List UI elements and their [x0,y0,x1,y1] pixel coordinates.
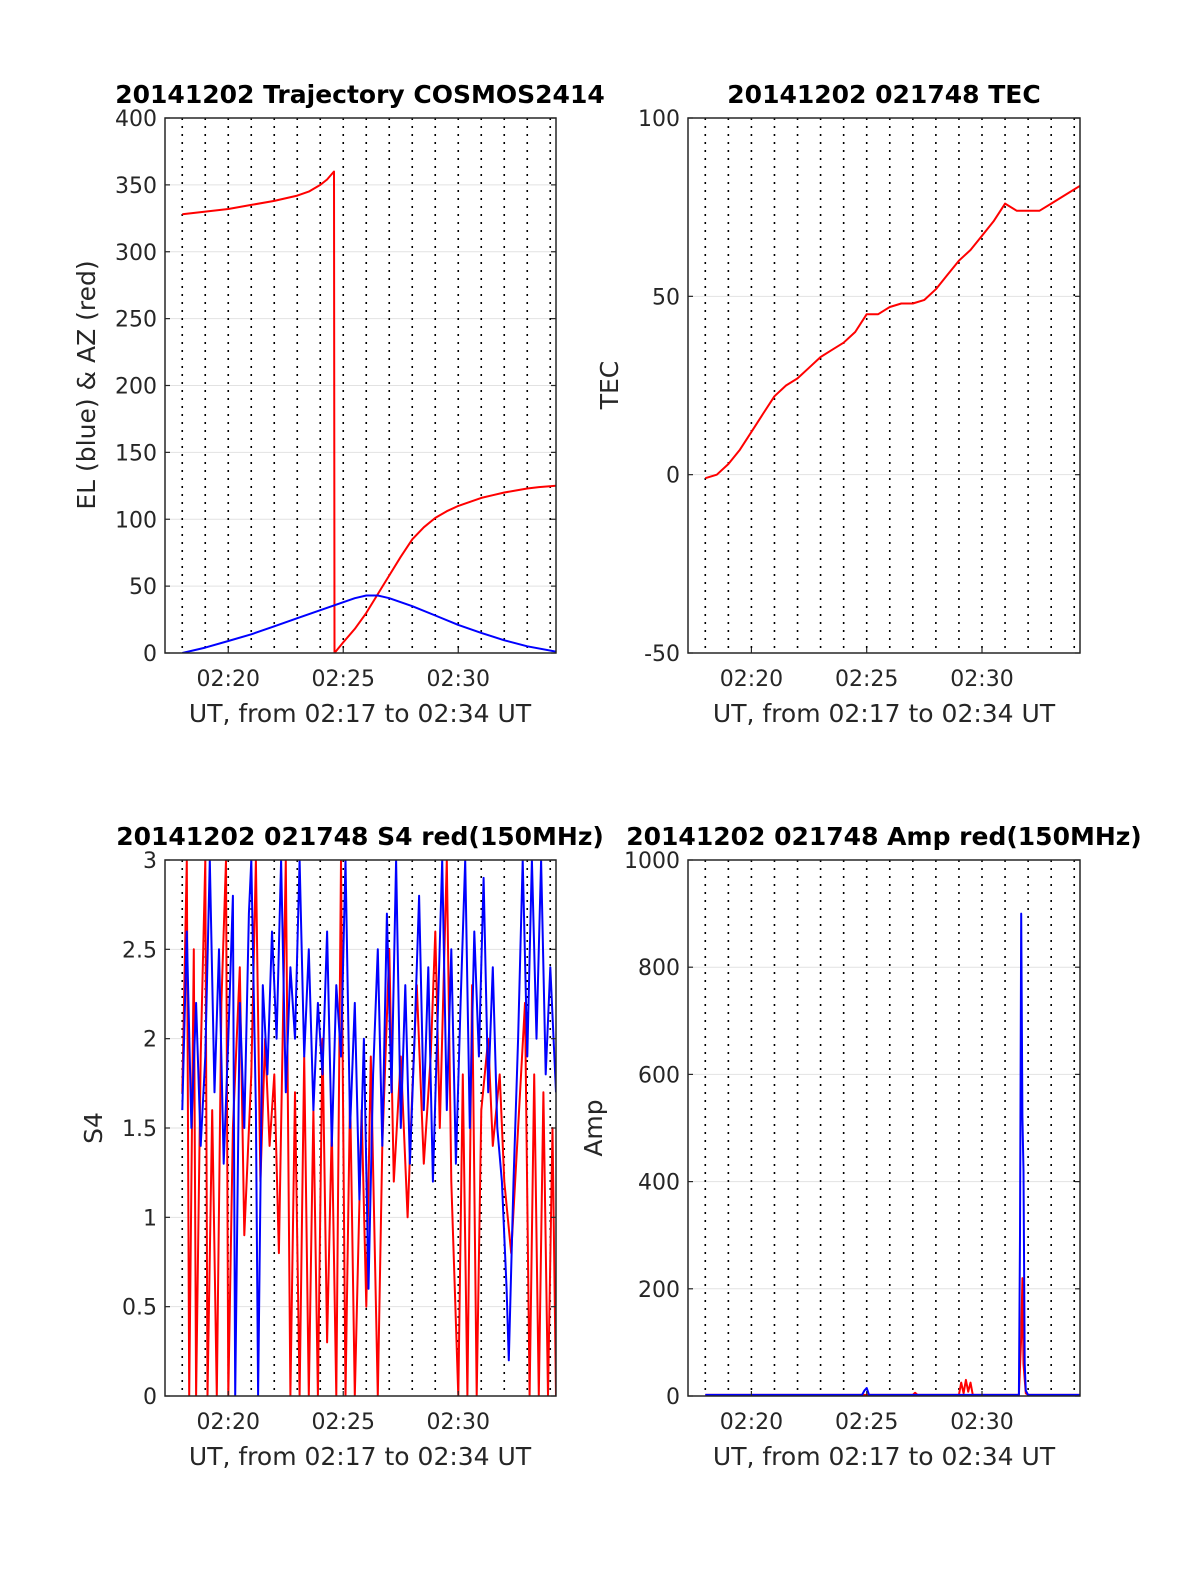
x-tick-label: 02:20 [197,1410,260,1435]
y-tick-label: 100 [638,107,680,132]
x-tick-label: 02:20 [720,1410,783,1435]
x-tick-label: 02:20 [720,667,783,692]
y-axis-label: TEC [595,361,624,411]
y-tick-label: 1000 [624,849,680,874]
x-tick-label: 02:30 [427,1410,490,1435]
x-tick-label: 02:30 [427,667,490,692]
y-tick-label: 800 [638,956,680,981]
y-tick-label: 2.5 [122,938,157,963]
y-tick-label: 0 [666,464,680,489]
y-tick-label: 150 [115,441,157,466]
x-axis-label: UT, from 02:17 to 02:34 UT [713,699,1056,728]
y-tick-label: 0 [143,1385,157,1410]
series-line-1 [705,912,1080,1396]
y-tick-label: 600 [638,1063,680,1088]
tec-chart: 20141202 021748 TEC UT, from 02:17 to 02… [595,80,1081,728]
y-tick-label: 250 [115,308,157,333]
chart-title: 20141202 021748 TEC [727,80,1040,109]
chart-title: 20141202 Trajectory COSMOS2414 [115,80,605,109]
series-line-0 [182,170,556,653]
y-axis-label: Amp [579,1099,608,1156]
series-line-0 [181,860,556,1396]
y-tick-label: 2 [143,1028,157,1053]
y-tick-label: 0 [666,1385,680,1410]
y-tick-label: 1 [143,1206,157,1231]
y-tick-label: 50 [129,575,157,600]
x-tick-label: 02:30 [950,667,1013,692]
y-axis-label: S4 [79,1112,108,1144]
y-tick-label: 0 [143,642,157,667]
x-tick-label: 02:25 [312,667,375,692]
y-tick-label: 50 [652,285,680,310]
y-tick-label: 0.5 [122,1296,157,1321]
x-axis-label: UT, from 02:17 to 02:34 UT [189,699,532,728]
y-axis-label: EL (blue) & AZ (red) [72,260,101,509]
chart-title: 20141202 021748 Amp red(150MHz) [626,822,1142,851]
x-tick-label: 02:25 [312,1410,375,1435]
y-tick-label: -50 [644,642,680,667]
x-tick-label: 02:25 [835,667,898,692]
y-tick-label: 3 [143,849,157,874]
x-axis-label: UT, from 02:17 to 02:34 UT [713,1442,1056,1471]
series-line-1 [181,860,556,1396]
x-tick-label: 02:25 [835,1410,898,1435]
x-axis-label: UT, from 02:17 to 02:34 UT [189,1442,532,1471]
series-line-1 [182,594,556,653]
y-tick-label: 300 [115,241,157,266]
y-tick-label: 1.5 [122,1117,157,1142]
trajectory-chart: 20141202 Trajectory COSMOS2414 UT, from … [72,80,605,728]
y-tick-label: 200 [638,1278,680,1303]
y-tick-label: 400 [115,107,157,132]
s4-chart: 20141202 021748 S4 red(150MHz) UT, from … [79,822,604,1471]
y-tick-label: 350 [115,174,157,199]
amp-chart: 20141202 021748 Amp red(150MHz) UT, from… [579,822,1142,1471]
y-tick-label: 400 [638,1171,680,1196]
series-line-0 [705,184,1080,480]
axes-box [687,859,1081,1397]
y-tick-label: 200 [115,375,157,400]
x-tick-label: 02:30 [950,1410,1013,1435]
chart-title: 20141202 021748 S4 red(150MHz) [116,822,604,851]
x-tick-label: 02:20 [197,667,260,692]
axes-box [687,117,1081,654]
y-tick-label: 100 [115,508,157,533]
